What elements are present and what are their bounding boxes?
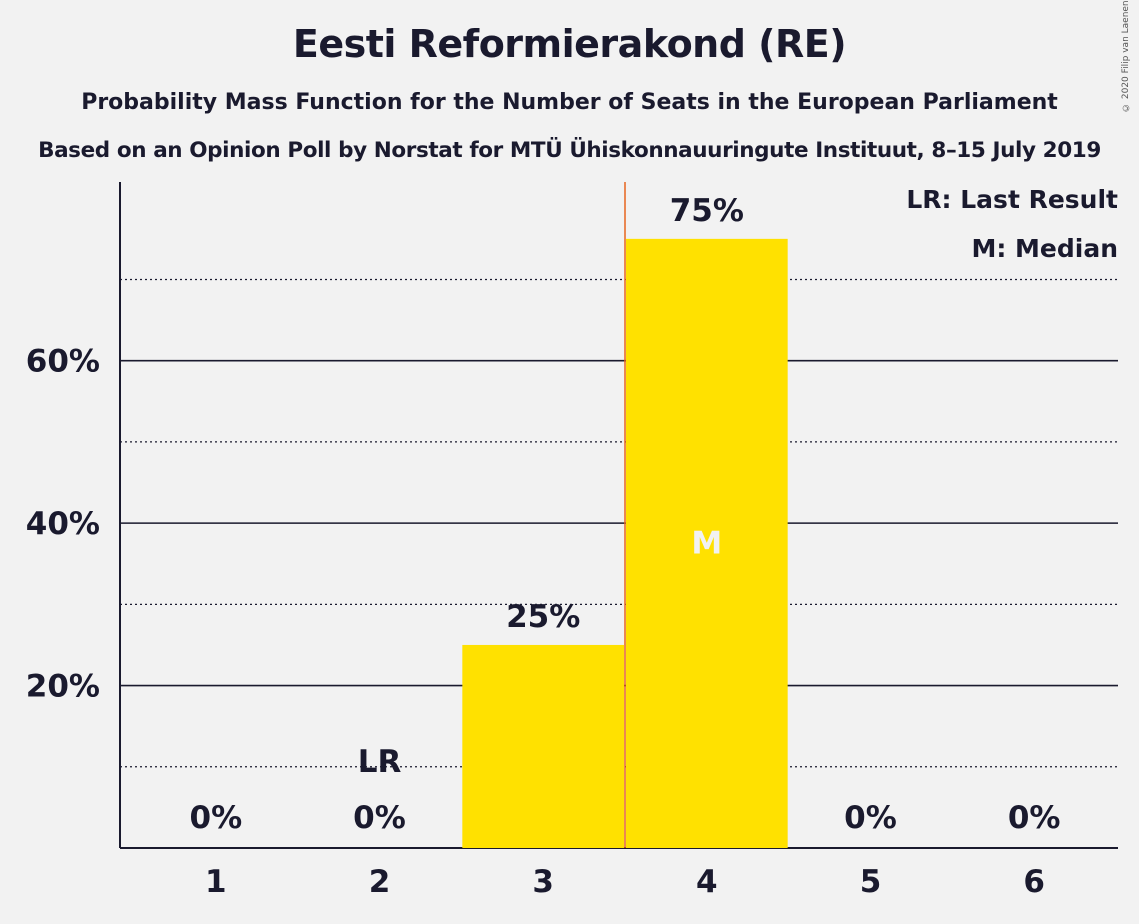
grid-lines [119, 182, 1118, 849]
value-label: 0% [844, 800, 897, 836]
last-result-marker: LR [358, 744, 402, 780]
x-tick-label: 4 [696, 864, 718, 900]
median-marker: M [691, 525, 722, 561]
y-tick-label: 40% [26, 506, 100, 542]
legend-median: M: Median [971, 234, 1118, 263]
value-label: 75% [670, 193, 744, 229]
bar-4 [626, 238, 788, 849]
chart-subtitle: Probability Mass Function for the Number… [81, 90, 1058, 115]
x-tick-label: 6 [1023, 864, 1045, 900]
value-label: 0% [353, 800, 406, 836]
bars [462, 182, 788, 849]
y-tick-label: 60% [26, 344, 100, 380]
value-label: 25% [506, 599, 580, 635]
x-tick-label: 1 [205, 864, 227, 900]
bar-3 [462, 644, 624, 848]
value-label: 0% [1008, 800, 1061, 836]
x-tick-label: 5 [860, 864, 882, 900]
chart-title: Eesti Reformierakond (RE) [292, 22, 847, 66]
value-label: 0% [190, 800, 243, 836]
x-tick-label: 3 [532, 864, 554, 900]
y-tick-label: 20% [26, 669, 100, 705]
chart-source: Based on an Opinion Poll by Norstat for … [38, 138, 1101, 163]
x-tick-label: 2 [369, 864, 391, 900]
legend-last-result: LR: Last Result [906, 185, 1118, 214]
